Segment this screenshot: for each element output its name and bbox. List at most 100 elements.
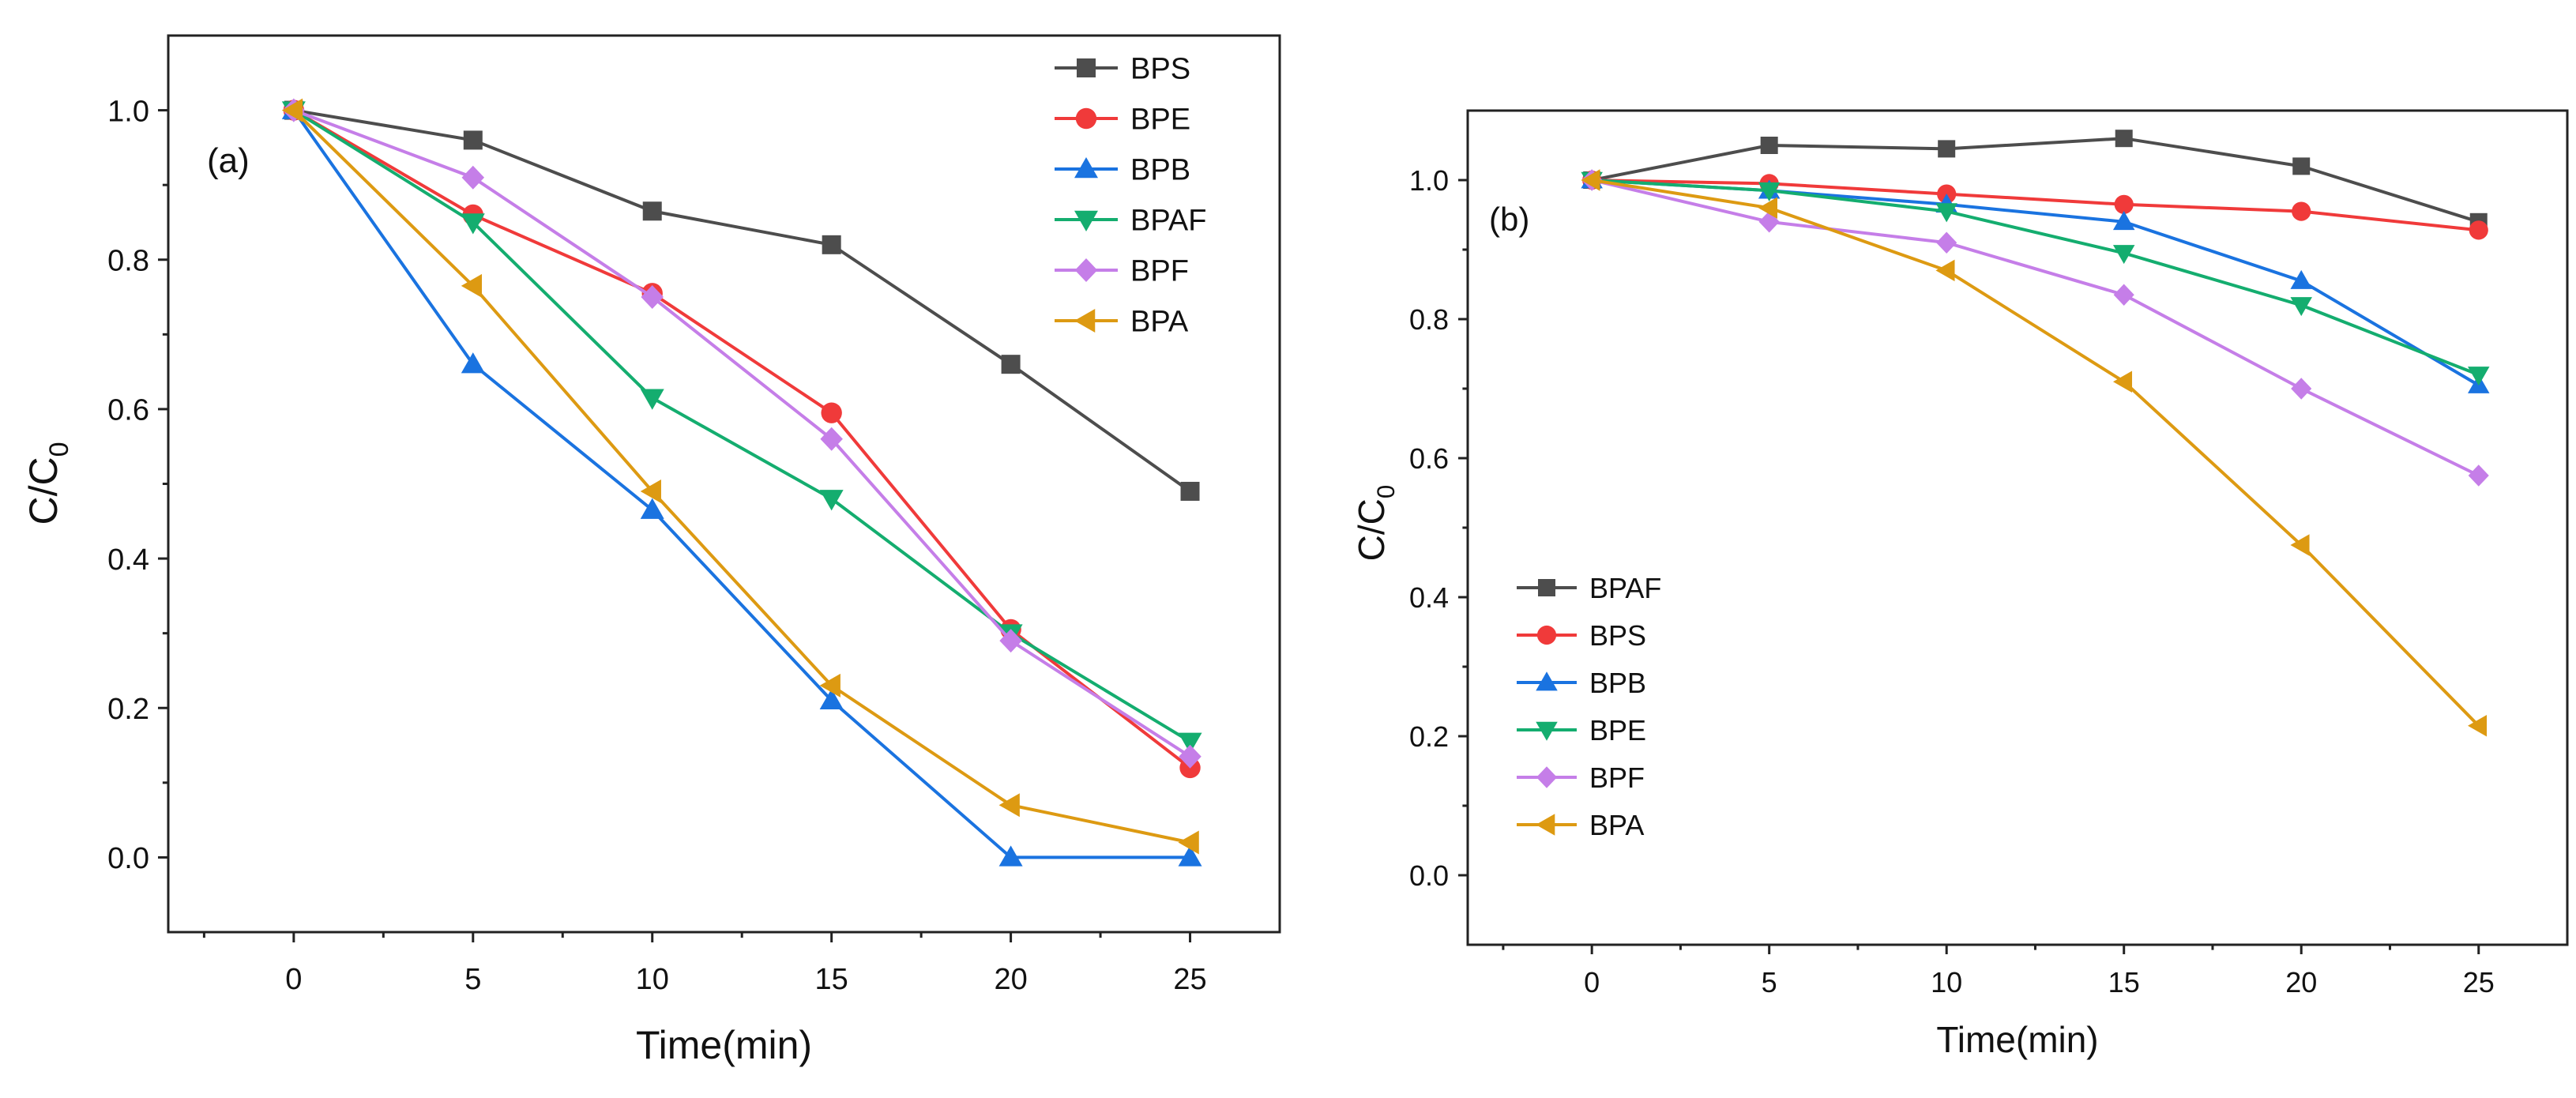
y-tick-label: 0.4 — [107, 543, 149, 577]
legend-label: BPE — [1589, 714, 1646, 746]
y-tick-label: 0.6 — [107, 394, 149, 427]
data-point-bpa — [819, 673, 840, 698]
y-axis-label-main: C/C — [1351, 498, 1392, 561]
y-tick-label: 0.4 — [1409, 581, 1449, 614]
legend-marker-bpe — [1075, 107, 1097, 130]
data-point-bpf — [999, 629, 1022, 653]
data-point-bps — [822, 235, 841, 254]
y-tick-label: 0.0 — [1409, 859, 1449, 892]
series-bpe — [1581, 171, 2490, 386]
y-axis-label: C/C0 — [21, 442, 74, 525]
data-point-bps — [1001, 355, 1021, 374]
data-point-bpe — [821, 402, 842, 423]
data-point-bpb — [2112, 211, 2135, 231]
data-point-bpf — [2468, 464, 2489, 487]
data-point-bpf — [461, 165, 485, 190]
data-point-bpaf — [1178, 732, 1202, 754]
data-point-bpb — [819, 688, 844, 710]
data-point-bps — [1180, 481, 1200, 501]
data-point-bpb — [461, 352, 485, 374]
data-point-bpb — [1178, 845, 1202, 867]
x-tick-label: 15 — [815, 963, 848, 996]
data-point-bpa — [461, 273, 483, 298]
data-point-bpa — [281, 98, 303, 122]
legend-marker-bpa — [1536, 814, 1555, 836]
series-line-bpe — [1592, 179, 2480, 377]
data-point-bpaf — [1938, 140, 1956, 158]
y-tick-label: 0.6 — [1409, 442, 1449, 475]
y-tick-label: 0.0 — [107, 842, 149, 875]
x-axis-label: Time(min) — [1936, 1019, 2098, 1060]
series-bpa — [281, 98, 1199, 855]
data-point-bps — [642, 201, 662, 221]
data-point-bpf — [1936, 231, 1957, 254]
legend-marker-bpf — [1536, 766, 1558, 788]
y-tick-label: 0.2 — [1409, 720, 1449, 753]
legend-label: BPA — [1589, 809, 1644, 841]
data-point-bpaf — [2115, 130, 2133, 148]
data-point-bpb — [998, 845, 1023, 867]
data-point-bpaf — [2292, 157, 2311, 175]
legend: BPAF BPS BPB BPE BPF BPA — [1517, 572, 1661, 841]
panel-label: (b) — [1489, 201, 1529, 238]
x-tick-label: 0 — [285, 963, 302, 996]
data-point-bpf — [2291, 378, 2312, 400]
series-line-bpf — [1591, 179, 2480, 477]
x-tick-label: 25 — [2463, 966, 2495, 998]
y-axis-label-subscript: 0 — [1372, 485, 1400, 498]
data-point-bpa — [2290, 534, 2310, 556]
series-line-bpa — [1591, 179, 2480, 728]
data-point-bpaf — [640, 389, 664, 410]
data-point-bpe — [1758, 182, 1781, 201]
x-tick-label: 20 — [994, 963, 1027, 996]
data-point-bpe — [1935, 203, 1957, 223]
series-line-bpa — [292, 109, 1190, 844]
series-line-bpf — [293, 108, 1191, 758]
data-point-bpa — [1178, 830, 1199, 855]
data-point-bps — [463, 130, 483, 150]
x-tick-label: 25 — [1173, 963, 1206, 996]
series-bpb — [1581, 169, 2490, 393]
data-point-bpa — [1935, 259, 1955, 282]
x-tick-label: 0 — [1584, 966, 1600, 998]
chart-panel-b: 0 5 10 15 20 25 0.0 0.2 0.4 0.6 0.8 1.0 Time(min) C/C… — [1351, 109, 2569, 1060]
data-point-bps — [2292, 201, 2311, 221]
legend-marker-bpe — [1536, 721, 1558, 741]
y-axis-label-subscript: 0 — [44, 442, 74, 457]
data-point-bpe — [2467, 367, 2490, 386]
data-point-bpe — [2290, 297, 2312, 317]
x-tick-label: 10 — [636, 963, 669, 996]
x-tick-label: 15 — [2108, 966, 2140, 998]
y-tick-label: 0.8 — [1409, 303, 1449, 336]
legend-label: BPS — [1130, 53, 1190, 86]
legend-label: BPE — [1130, 103, 1190, 137]
data-point-bps — [2114, 194, 2134, 214]
legend-label: BPF — [1130, 255, 1189, 288]
x-axis-label: Time(min) — [636, 1023, 812, 1067]
data-point-bpa — [2467, 715, 2488, 737]
legend-marker-bpb — [1074, 157, 1098, 179]
data-point-bpf — [1179, 744, 1202, 769]
y-tick-label: 0.2 — [107, 693, 149, 726]
data-point-bpa — [2112, 370, 2133, 393]
legend-label: BPAF — [1589, 572, 1661, 604]
y-tick-label: 1.0 — [107, 95, 149, 128]
series-bpf — [282, 98, 1202, 769]
data-point-bps — [2469, 220, 2488, 240]
legend-label: BPB — [1130, 154, 1190, 187]
y-axis-label: C/C0 — [1351, 485, 1400, 562]
series-bpf — [1581, 169, 2489, 487]
legend-marker-bps — [1536, 625, 1557, 645]
series-bps — [284, 100, 1200, 501]
data-point-bpf — [2113, 284, 2134, 306]
series-line-bps — [293, 108, 1191, 493]
series-bpaf — [281, 101, 1202, 754]
legend-label: BPS — [1589, 619, 1646, 652]
y-tick-label: 0.8 — [107, 244, 149, 277]
series-line-bpaf — [292, 108, 1191, 743]
legend-label: BPA — [1130, 306, 1189, 339]
data-point-bpb — [2290, 269, 2312, 289]
legend-label: BPAF — [1130, 205, 1206, 238]
data-point-bpf — [820, 427, 843, 451]
